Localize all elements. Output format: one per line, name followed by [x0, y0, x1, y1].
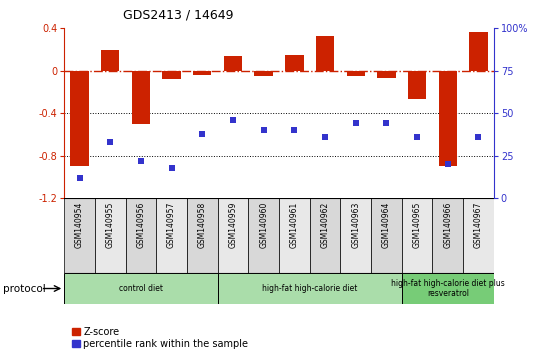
Bar — [224, 56, 242, 71]
Point — [75, 175, 84, 181]
FancyBboxPatch shape — [95, 198, 126, 273]
Bar — [408, 71, 426, 99]
Point — [167, 165, 176, 171]
Bar — [254, 71, 273, 76]
FancyBboxPatch shape — [432, 198, 463, 273]
Bar — [469, 32, 488, 71]
Bar — [193, 71, 211, 75]
Bar — [132, 71, 150, 124]
Point — [443, 161, 452, 167]
Text: GSM140957: GSM140957 — [167, 202, 176, 249]
Text: control diet: control diet — [119, 284, 163, 293]
Point — [229, 117, 238, 123]
Bar — [439, 71, 457, 166]
Point — [259, 127, 268, 133]
FancyBboxPatch shape — [64, 198, 95, 273]
Point — [351, 121, 360, 126]
Bar — [377, 71, 396, 78]
FancyBboxPatch shape — [371, 198, 402, 273]
Point — [290, 127, 299, 133]
Point — [198, 131, 206, 137]
Text: GSM140954: GSM140954 — [75, 202, 84, 249]
Bar — [347, 71, 365, 76]
Bar — [101, 50, 119, 71]
Text: GSM140956: GSM140956 — [136, 202, 146, 249]
FancyBboxPatch shape — [218, 198, 248, 273]
Text: GSM140959: GSM140959 — [228, 202, 238, 249]
Text: protocol: protocol — [3, 284, 46, 293]
Point — [136, 158, 145, 164]
Text: GSM140965: GSM140965 — [412, 202, 422, 249]
Text: GSM140960: GSM140960 — [259, 202, 268, 249]
Text: high-fat high-calorie diet plus
resveratrol: high-fat high-calorie diet plus resverat… — [391, 279, 504, 298]
FancyBboxPatch shape — [279, 198, 310, 273]
Bar — [162, 71, 181, 79]
Bar — [70, 71, 89, 166]
Bar — [316, 36, 334, 71]
Bar — [285, 55, 304, 71]
Text: GDS2413 / 14649: GDS2413 / 14649 — [123, 8, 233, 21]
FancyBboxPatch shape — [463, 198, 494, 273]
FancyBboxPatch shape — [64, 273, 218, 304]
FancyBboxPatch shape — [340, 198, 371, 273]
Text: GSM140955: GSM140955 — [105, 202, 115, 249]
Text: GSM140961: GSM140961 — [290, 202, 299, 248]
Point — [412, 134, 421, 140]
FancyBboxPatch shape — [218, 273, 402, 304]
Point — [320, 134, 329, 140]
FancyBboxPatch shape — [248, 198, 279, 273]
Legend: Z-score, percentile rank within the sample: Z-score, percentile rank within the samp… — [72, 327, 248, 349]
Text: GSM140966: GSM140966 — [443, 202, 453, 249]
FancyBboxPatch shape — [402, 198, 432, 273]
Text: high-fat high-calorie diet: high-fat high-calorie diet — [262, 284, 357, 293]
Text: GSM140967: GSM140967 — [474, 202, 483, 249]
FancyBboxPatch shape — [310, 198, 340, 273]
Text: GSM140964: GSM140964 — [382, 202, 391, 249]
Point — [105, 139, 115, 145]
FancyBboxPatch shape — [126, 198, 156, 273]
Text: GSM140963: GSM140963 — [351, 202, 360, 249]
FancyBboxPatch shape — [402, 273, 494, 304]
Point — [474, 134, 483, 140]
Text: GSM140958: GSM140958 — [198, 202, 207, 248]
FancyBboxPatch shape — [156, 198, 187, 273]
Text: GSM140962: GSM140962 — [320, 202, 330, 248]
Point — [382, 121, 391, 126]
FancyBboxPatch shape — [187, 198, 218, 273]
